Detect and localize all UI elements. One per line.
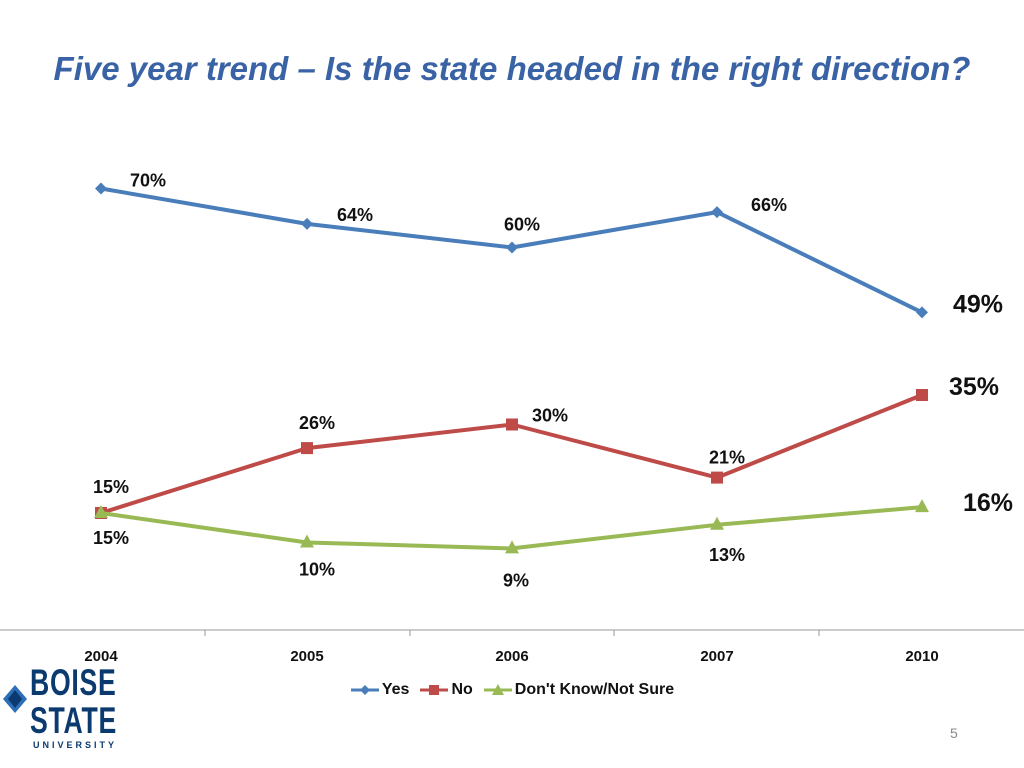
x-tick-label: 2007	[700, 648, 733, 665]
page-number: 5	[950, 725, 958, 741]
data-label: 35%	[949, 373, 999, 401]
boise-state-logo: BOISE STATE UNIVERSITY	[2, 662, 116, 752]
data-point-yes	[506, 241, 518, 254]
slide-title: Five year trend – Is the state headed in…	[53, 50, 971, 87]
x-tick-label: 2005	[290, 648, 323, 665]
data-label: 13%	[709, 545, 745, 565]
data-point-yes	[916, 306, 928, 319]
legend-marker-dont-know	[483, 684, 512, 695]
legend-label-no: No	[451, 681, 473, 698]
data-point-no	[916, 389, 928, 401]
data-label: 16%	[963, 489, 1013, 517]
series-line-1	[100, 393, 923, 515]
logo-line-university: UNIVERSITY	[33, 740, 118, 750]
legend-marker-no	[420, 685, 449, 695]
data-point-yes	[711, 206, 723, 219]
logo-line-boise: BOISE	[30, 662, 117, 703]
data-label: 66%	[751, 195, 787, 215]
legend-item-yes: Yes	[350, 681, 410, 699]
data-point-dont-know	[710, 516, 724, 530]
data-point-no	[711, 471, 723, 484]
x-tick-label: 2006	[495, 648, 528, 665]
data-point-dont-know	[300, 534, 314, 548]
data-label: 70%	[130, 171, 166, 191]
chart-legend: Yes No Don't Know/Not Sure	[0, 681, 1024, 699]
x-tick-label: 2004	[84, 648, 118, 665]
data-point-yes	[95, 182, 107, 195]
line-chart: 2004 2005 2006 2007 2010 70% 64% 60% 66% 49% 15% 26…	[0, 171, 1024, 665]
data-label: 15%	[93, 528, 129, 548]
legend-label-yes: Yes	[381, 681, 410, 698]
logo-line-state: STATE	[30, 700, 117, 741]
data-label: 21%	[709, 448, 745, 468]
data-label: 10%	[299, 560, 335, 580]
logo-diamond-icon	[3, 685, 27, 713]
data-point-no	[301, 442, 313, 455]
legend-label-dont-know: Don't Know/Not Sure	[514, 681, 675, 698]
data-label: 9%	[503, 570, 529, 590]
x-tick-label: 2010	[905, 648, 938, 665]
legend-item-no: No	[419, 681, 473, 699]
legend-item-dont-know: Don't Know/Not Sure	[483, 681, 674, 699]
data-label: 64%	[337, 205, 373, 225]
data-point-yes	[301, 217, 313, 230]
legend-marker-yes	[350, 685, 379, 695]
data-point-dont-know	[505, 540, 519, 554]
data-point-dont-know	[94, 505, 108, 518]
data-label: 49%	[953, 290, 1003, 318]
data-label: 60%	[504, 215, 540, 235]
data-label: 26%	[299, 413, 335, 433]
data-label: 30%	[532, 406, 568, 426]
data-label: 15%	[93, 477, 129, 497]
data-point-dont-know	[915, 499, 929, 513]
data-point-no	[506, 418, 518, 431]
